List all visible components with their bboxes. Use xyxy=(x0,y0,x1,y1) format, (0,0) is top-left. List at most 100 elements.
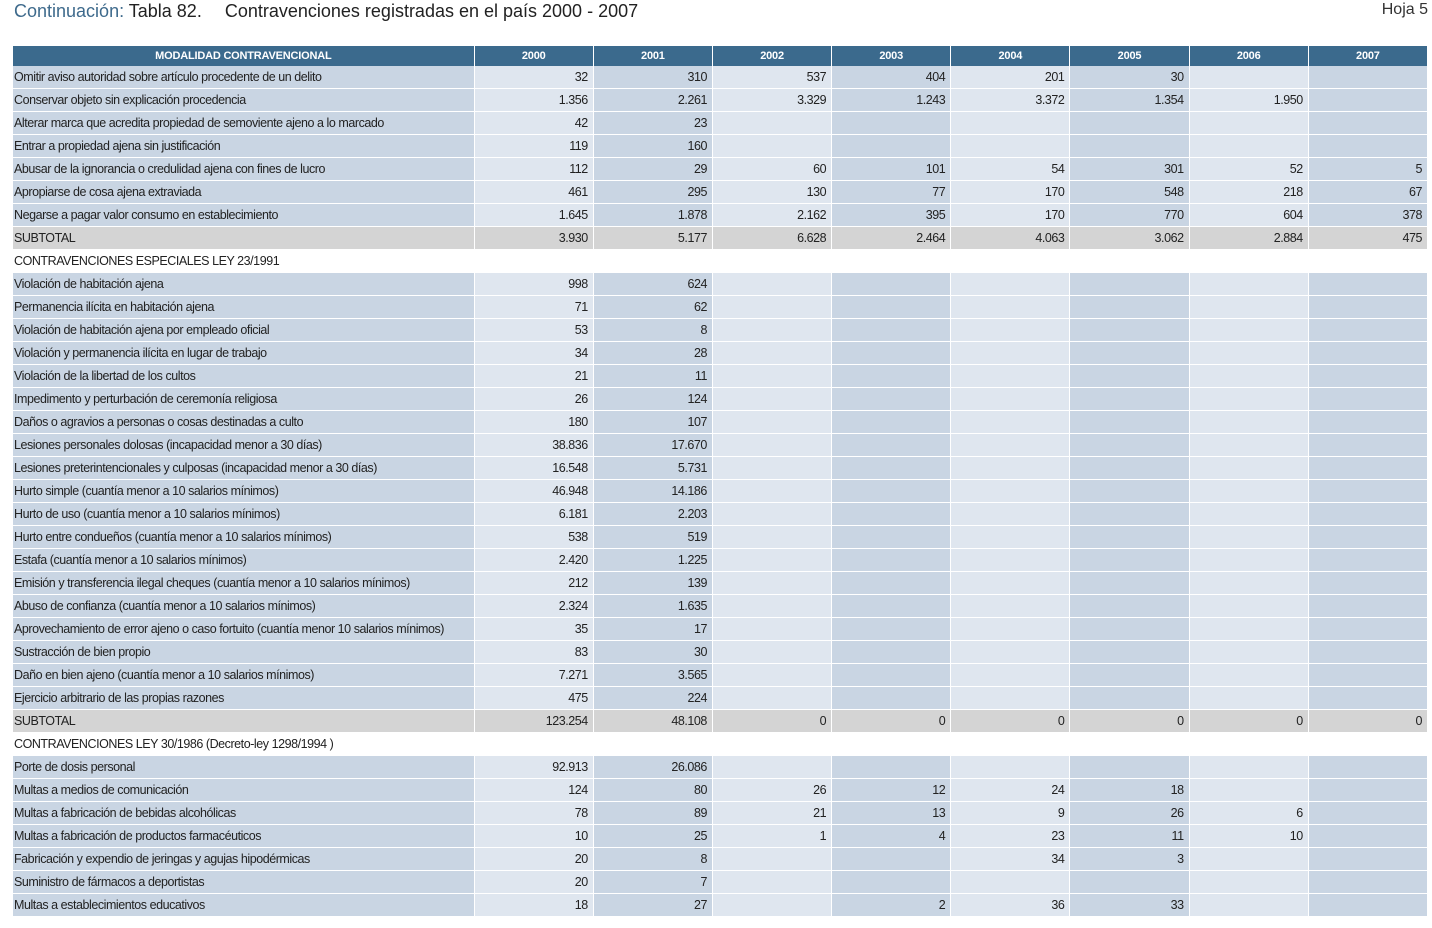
row-label: Apropiarse de cosa ajena extraviada xyxy=(13,181,475,204)
cell-2001: 17 xyxy=(593,618,713,641)
cell-2002: 1 xyxy=(712,825,833,848)
cell-2006 xyxy=(1189,779,1309,802)
cell-2006 xyxy=(1189,503,1309,526)
cell-2006: 604 xyxy=(1189,204,1309,227)
cell-2006: 52 xyxy=(1189,158,1309,181)
cell-2005 xyxy=(1070,549,1190,572)
cell-2003: 4 xyxy=(832,825,952,848)
table-row: Alterar marca que acredita propiedad de … xyxy=(13,112,1428,135)
subtotal-row: SUBTOTAL 3.930 5.177 6.628 2.464 4.063 3.062 2.… xyxy=(13,227,1428,250)
cell-2002 xyxy=(712,894,833,917)
cell-2001: 139 xyxy=(593,572,713,595)
row-label: Ejercicio arbitrario de las propias razo… xyxy=(13,687,475,710)
row-label: Porte de dosis personal xyxy=(13,756,475,779)
cell-2003 xyxy=(832,618,952,641)
cell-2002 xyxy=(712,319,833,342)
cell-2003 xyxy=(832,756,952,779)
cell-2001: 3.565 xyxy=(593,664,713,687)
cell-2007 xyxy=(1308,802,1428,825)
cell-2000: 34 xyxy=(474,342,594,365)
table-header-row: MODALIDAD CONTRAVENCIONAL 2000 2001 2002 200… xyxy=(13,46,1428,66)
cell-2002: 6.628 xyxy=(712,227,833,250)
row-label: Entrar a propiedad ajena sin justificaci… xyxy=(13,135,475,158)
cell-2000: 461 xyxy=(474,181,594,204)
cell-2005 xyxy=(1070,756,1190,779)
cell-2003 xyxy=(832,273,952,296)
cell-2006 xyxy=(1189,618,1309,641)
cell-2006 xyxy=(1189,549,1309,572)
cell-2004: 4.063 xyxy=(951,227,1071,250)
subtotal-row: SUBTOTAL 123.254 48.108 0 0 0 0 0 0 xyxy=(13,710,1428,733)
cell-2002 xyxy=(712,572,833,595)
cell-2000: 71 xyxy=(474,296,594,319)
cell-2000: 10 xyxy=(474,825,594,848)
table-number: Tabla 82. xyxy=(128,1,202,21)
cell-2006 xyxy=(1189,894,1309,917)
cell-2005 xyxy=(1070,434,1190,457)
row-label: Hurto de uso (cuantía menor a 10 salario… xyxy=(13,503,475,526)
table-row: Porte de dosis personal 92.913 26.086 xyxy=(13,756,1428,779)
cell-2006 xyxy=(1189,687,1309,710)
row-label: Violación de la libertad de los cultos xyxy=(13,365,475,388)
cell-2000: 1.645 xyxy=(474,204,594,227)
cell-2006 xyxy=(1189,595,1309,618)
cell-2004 xyxy=(951,549,1071,572)
cell-2007 xyxy=(1308,825,1428,848)
row-label: Conservar objeto sin explicación procede… xyxy=(13,89,475,112)
cell-2005 xyxy=(1070,296,1190,319)
cell-2000: 123.254 xyxy=(474,710,594,733)
cell-2003: 404 xyxy=(832,66,952,89)
cell-2003: 77 xyxy=(832,181,952,204)
cell-2000: 20 xyxy=(474,871,594,894)
cell-2007 xyxy=(1308,871,1428,894)
cell-2003: 101 xyxy=(832,158,952,181)
cell-2002 xyxy=(712,480,833,503)
cell-2000: 3.930 xyxy=(474,227,594,250)
table-row: Violación de la libertad de los cultos 21… xyxy=(13,365,1428,388)
cell-2001: 295 xyxy=(593,181,713,204)
cell-2005 xyxy=(1070,641,1190,664)
cell-2000: 92.913 xyxy=(474,756,594,779)
cell-2005: 18 xyxy=(1070,779,1190,802)
cell-2001: 8 xyxy=(593,319,713,342)
cell-2007 xyxy=(1308,480,1428,503)
cell-2005 xyxy=(1070,664,1190,687)
cell-2006 xyxy=(1189,871,1309,894)
cell-2001: 7 xyxy=(593,871,713,894)
cell-2007 xyxy=(1308,756,1428,779)
cell-2002 xyxy=(712,434,833,457)
cell-2003 xyxy=(832,664,952,687)
cell-2001: 5.177 xyxy=(593,227,713,250)
table-row: Hurto simple (cuantía menor a 10 salario… xyxy=(13,480,1428,503)
cell-2005: 26 xyxy=(1070,802,1190,825)
row-label: Emisión y transferencia ilegal cheques (… xyxy=(13,572,475,595)
cell-2001: 48.108 xyxy=(593,710,713,733)
cell-2001: 8 xyxy=(593,848,713,871)
cell-2003: 0 xyxy=(832,710,952,733)
cell-2005: 33 xyxy=(1070,894,1190,917)
table-row: Abuso de confianza (cuantía menor a 10 s… xyxy=(13,595,1428,618)
cell-2007: 475 xyxy=(1308,227,1428,250)
table-row: Entrar a propiedad ajena sin justificaci… xyxy=(13,135,1428,158)
cell-2003 xyxy=(832,480,952,503)
row-label: Hurto entre condueños (cuantía menor a 1… xyxy=(13,526,475,549)
cell-2005: 548 xyxy=(1070,181,1190,204)
table-row: Daños o agravios a personas o cosas dest… xyxy=(13,411,1428,434)
cell-2000: 21 xyxy=(474,365,594,388)
cell-2004: 170 xyxy=(951,204,1071,227)
cell-2007 xyxy=(1308,342,1428,365)
cell-2007 xyxy=(1308,894,1428,917)
cell-2007 xyxy=(1308,135,1428,158)
cell-2007 xyxy=(1308,595,1428,618)
cell-2006: 1.950 xyxy=(1189,89,1309,112)
cell-2004 xyxy=(951,434,1071,457)
cell-2007 xyxy=(1308,687,1428,710)
cell-2001: 30 xyxy=(593,641,713,664)
cell-2002: 3.329 xyxy=(712,89,833,112)
cell-2004 xyxy=(951,641,1071,664)
title-prefix: Continuación: xyxy=(14,1,125,21)
cell-2003 xyxy=(832,112,952,135)
cell-2003 xyxy=(832,135,952,158)
cell-2002 xyxy=(712,342,833,365)
table-row: Violación y permanencia ilícita en lugar… xyxy=(13,342,1428,365)
